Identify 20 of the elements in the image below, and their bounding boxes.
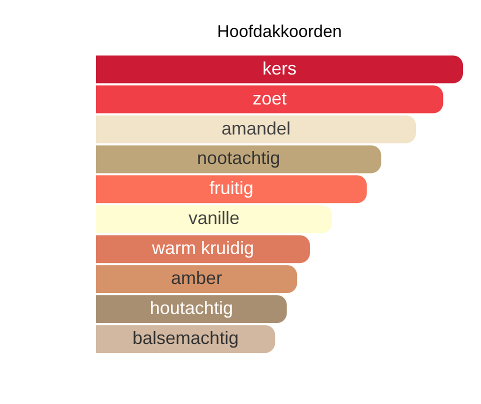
y-tick-label: fruitig (209, 178, 254, 198)
bar (96, 295, 287, 323)
bar (96, 55, 463, 84)
bar (96, 265, 298, 294)
bar (96, 85, 444, 114)
y-tick-label: amber (171, 268, 222, 288)
y-tick-label: amandel (221, 118, 291, 138)
bar (96, 235, 310, 264)
bar (96, 175, 367, 204)
y-tick-label: warm kruidig (150, 238, 254, 258)
bar (96, 115, 416, 144)
bar (96, 145, 382, 174)
y-tick-label: kers (262, 58, 297, 78)
chart-title: Hoofdakkoorden (217, 22, 342, 41)
y-tick-label: balsemachtig (132, 328, 239, 348)
y-tick-label: houtachtig (150, 298, 233, 318)
y-tick-label: zoet (252, 88, 287, 108)
y-tick-label: vanille (188, 208, 240, 228)
bar (96, 205, 332, 234)
y-tick-label: nootachtig (197, 148, 280, 168)
